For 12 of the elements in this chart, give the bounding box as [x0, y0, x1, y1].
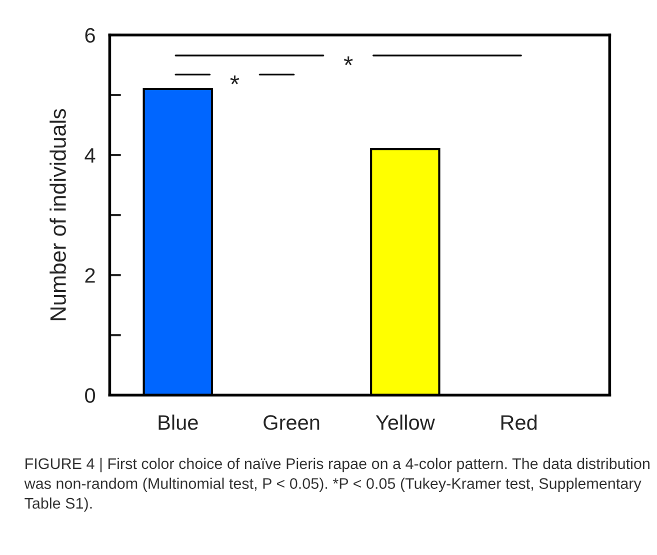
y-tick-label: 4: [84, 148, 96, 163]
caption: FIGURE 4 | First color choice of naïve Pieris rapae on a 4-color pattern. The data distribution was non-random (Multinomial test, P < 0.05). *P < 0.05 (Tukey-Kramer test, Supplementary Table S1).: [24, 458, 650, 512]
x-tick-label: Yellow: [376, 414, 435, 430]
x-tick-label: Blue: [158, 414, 198, 430]
y-axis-title: Number of individuals: [50, 109, 66, 320]
y-tick-label: 2: [85, 268, 95, 283]
x-tick-label: Red: [501, 414, 537, 430]
y-tick-label: 6: [85, 28, 95, 43]
x-tick-label: Green: [264, 415, 320, 430]
annotation: *: [344, 56, 353, 66]
y-tick-label: 0: [85, 388, 96, 403]
annotation: *: [230, 76, 240, 84]
